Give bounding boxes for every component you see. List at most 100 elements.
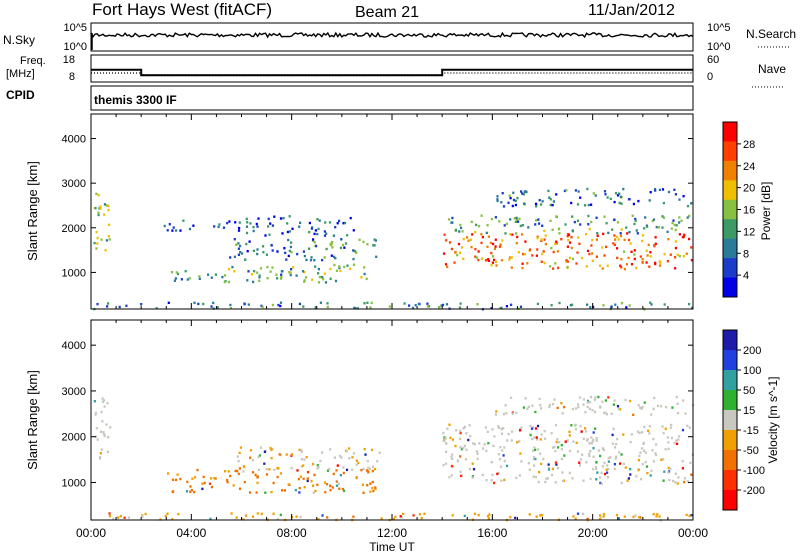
range-cell: [599, 481, 602, 485]
colorbar-swatch: [723, 330, 737, 351]
range-cell: [675, 395, 678, 399]
range-cell: [660, 458, 663, 461]
range-cell: [593, 410, 597, 414]
range-cell: [514, 516, 517, 520]
range-cell: [300, 465, 303, 468]
range-cell: [590, 244, 593, 247]
range-cell: [492, 242, 495, 246]
range-cell: [677, 476, 680, 479]
power-ylabel: Slant Range [km]: [25, 161, 40, 261]
range-cell: [655, 225, 658, 229]
range-cell: [509, 256, 512, 259]
range-cell: [511, 412, 514, 415]
range-cell: [560, 443, 563, 447]
range-cell: [682, 399, 685, 402]
station-title: Fort Hays West (fitACF): [92, 0, 272, 19]
range-cell: [690, 514, 693, 517]
range-cell: [167, 472, 170, 475]
range-cell: [306, 477, 309, 480]
range-cell: [634, 217, 637, 221]
range-cell: [287, 483, 290, 486]
range-cell: [248, 240, 251, 243]
range-cell: [510, 396, 513, 399]
range-cell: [635, 475, 638, 478]
range-cell: [451, 453, 454, 456]
range-cell: [484, 259, 488, 262]
range-cell: [271, 303, 274, 307]
range-cell: [279, 304, 282, 308]
range-cell: [311, 462, 315, 466]
range-cell: [301, 270, 305, 273]
range-cell: [249, 456, 252, 459]
range-cell: [652, 218, 656, 221]
range-cell: [362, 491, 365, 494]
range-cell: [351, 468, 354, 471]
range-cell: [596, 471, 599, 474]
range-cell: [243, 302, 246, 306]
range-cell: [374, 486, 377, 489]
range-cell: [647, 429, 650, 432]
range-cell: [501, 192, 504, 195]
range-cell: [226, 221, 229, 225]
range-cell: [552, 200, 555, 203]
range-cell: [544, 234, 547, 237]
colorbar-tick-label: 100: [743, 365, 761, 377]
y-tick-label: 4000: [62, 340, 86, 352]
range-cell: [487, 235, 490, 238]
range-cell: [394, 515, 397, 519]
range-cell: [238, 451, 241, 455]
range-cell: [600, 482, 603, 485]
range-cell: [671, 221, 674, 225]
range-cell: [239, 244, 242, 248]
range-cell: [622, 187, 625, 191]
range-cell: [326, 302, 329, 305]
range-cell: [563, 189, 566, 193]
search-tick-high: 10^5: [707, 22, 731, 34]
range-cell: [534, 427, 538, 430]
range-cell: [648, 432, 651, 435]
range-cell: [670, 423, 673, 427]
range-cell: [581, 453, 584, 456]
range-cell: [606, 264, 609, 267]
range-cell: [627, 256, 630, 260]
y-tick-label: 1000: [62, 267, 86, 279]
range-cell: [514, 220, 517, 223]
range-cell: [454, 228, 457, 232]
range-cell: [588, 442, 591, 445]
colorbar-swatch: [723, 122, 737, 142]
range-cell: [456, 253, 459, 257]
range-cell: [588, 401, 592, 404]
range-cell: [471, 475, 475, 478]
range-cell: [175, 229, 178, 232]
range-cell: [242, 518, 245, 521]
range-cell: [554, 461, 558, 464]
range-cell: [543, 429, 546, 433]
range-cell: [551, 228, 554, 231]
range-cell: [481, 473, 484, 477]
range-cell: [496, 195, 499, 198]
range-cell: [103, 434, 106, 438]
colorbar-swatch: [723, 350, 737, 371]
range-cell: [98, 456, 102, 459]
range-cell: [615, 442, 618, 446]
range-cell: [651, 219, 654, 223]
range-cell: [445, 450, 448, 453]
range-cell: [690, 246, 693, 249]
range-cell: [573, 424, 576, 427]
range-cell: [664, 405, 668, 409]
range-cell: [573, 220, 576, 224]
range-cell: [511, 204, 514, 208]
range-cell: [471, 462, 474, 465]
range-cell: [223, 274, 227, 277]
x-tick-label: 12:00: [377, 526, 407, 540]
range-cell: [346, 234, 349, 237]
range-cell: [677, 438, 680, 441]
range-cell: [587, 214, 590, 218]
range-cell: [326, 469, 330, 472]
range-cell: [592, 455, 595, 458]
range-cell: [280, 275, 283, 279]
range-cell: [106, 402, 109, 405]
range-cell: [184, 270, 187, 273]
range-cell: [586, 187, 589, 191]
range-cell: [580, 430, 583, 433]
